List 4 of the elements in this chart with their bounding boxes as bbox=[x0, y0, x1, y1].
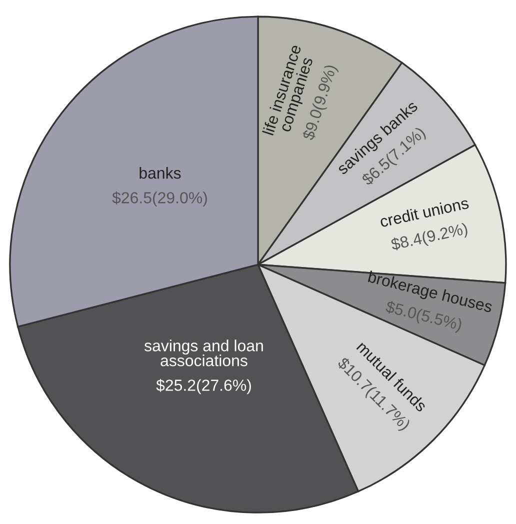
slice-label: savings and loan associations bbox=[144, 340, 263, 366]
data-label: $25.2(27.6%) bbox=[156, 378, 251, 394]
data-label: $26.5(29.0%) bbox=[112, 191, 207, 207]
slice-label: banks bbox=[140, 166, 181, 179]
